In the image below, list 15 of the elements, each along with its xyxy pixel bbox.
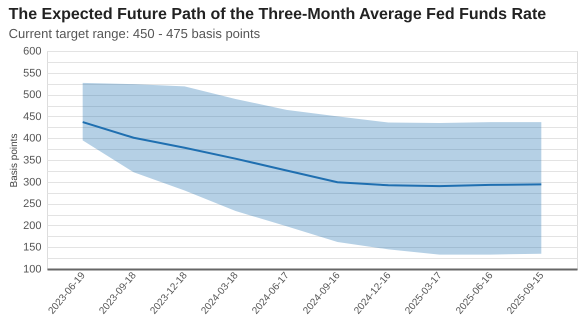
y-tick-label: 600	[23, 46, 42, 58]
y-tick-label: 250	[23, 198, 42, 210]
y-axis-title: Basis points	[9, 134, 20, 188]
y-tick-label: 150	[23, 242, 42, 254]
y-tick-label: 550	[23, 67, 42, 80]
line-series	[82, 121, 542, 188]
y-tick-label: 300	[23, 176, 42, 188]
y-tick-label: 350	[23, 154, 42, 166]
y-tick-label: 500	[23, 89, 42, 102]
y-tick-label: 200	[23, 220, 42, 232]
chart-subtitle: Current target range: 450 - 475 basis points	[8, 26, 261, 41]
y-tick-label: 400	[23, 132, 42, 145]
y-tick-label: 450	[23, 110, 42, 123]
chart-title: The Expected Future Path of the Three-Month Average Fed Funds Rate	[8, 6, 546, 23]
y-tick-label: 100	[23, 264, 42, 276]
